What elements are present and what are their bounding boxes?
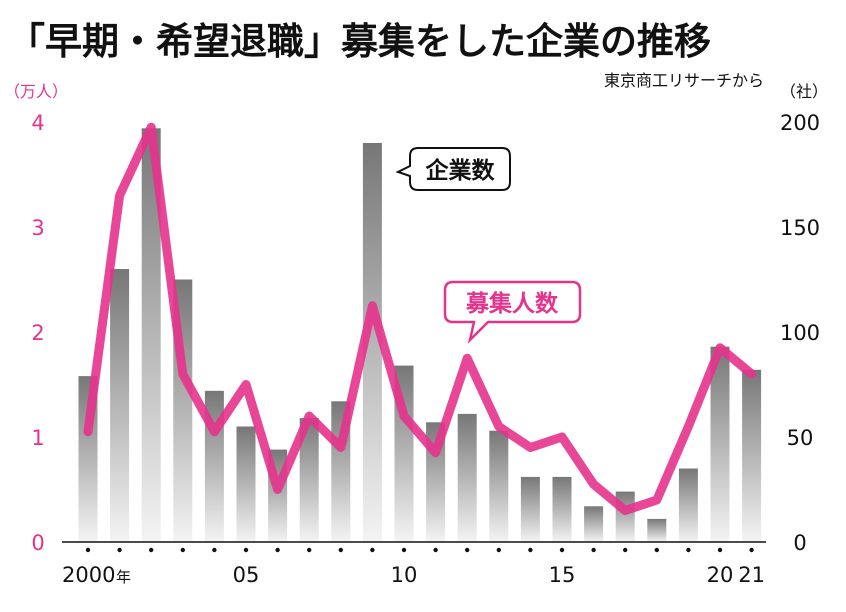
x-tick-dot (749, 547, 754, 553)
x-tick-dot (717, 547, 723, 553)
line-series-callout: 募集人数 (443, 280, 582, 344)
x-tick-dot (307, 547, 312, 553)
bar (742, 369, 762, 542)
left-axis-ticks: 0 1 2 3 4 (31, 111, 44, 555)
x-tick-dot (212, 547, 217, 553)
x-tick-dot (275, 547, 280, 553)
x-tick-dot (465, 547, 470, 553)
x-tick-dot (180, 547, 185, 553)
bar (457, 413, 477, 542)
left-axis-tick-label: 4 (31, 111, 44, 135)
x-tick-dot (338, 547, 343, 553)
left-axis-tick-label: 2 (31, 321, 44, 345)
x-tick-dot (623, 547, 628, 553)
x-tick-dot (559, 547, 565, 553)
bar (584, 506, 604, 542)
source-note: 東京商工リサーチから (604, 71, 764, 90)
x-tick-label: 10 (391, 563, 418, 587)
bar (489, 430, 509, 542)
x-tick-label: 15 (549, 563, 576, 587)
right-axis-tick-label: 50 (787, 426, 814, 450)
bar (141, 128, 161, 543)
bar (552, 476, 572, 542)
left-axis-tick-label: 0 (31, 531, 44, 555)
right-axis-unit: （社） (780, 82, 828, 101)
x-tick-label: 05 (233, 563, 260, 587)
line-callout-box (443, 280, 582, 344)
bar (678, 468, 698, 542)
bar (647, 518, 667, 542)
right-axis-ticks: 0 50 100 150 200 (780, 111, 820, 555)
x-tick-dot (243, 547, 249, 553)
bar (710, 346, 730, 542)
x-tick-dot (117, 547, 122, 553)
right-axis-tick-label: 100 (780, 321, 820, 345)
chart-title: 「早期・希望退職」募集をした企業の推移 (8, 20, 711, 63)
x-tick-dot (591, 547, 596, 553)
x-tick-dot (149, 547, 154, 553)
right-axis-tick-label: 0 (793, 531, 806, 555)
x-tick-dot (401, 547, 407, 553)
x-tick-label: 20 (707, 563, 734, 587)
right-axis-tick-label: 150 (780, 216, 820, 240)
x-tick-dot (496, 547, 501, 553)
x-tick-label: 2000 (62, 563, 115, 587)
x-tick-dot (654, 547, 659, 553)
line-series-label: 募集人数 (465, 290, 559, 317)
bar-series-label: 企業数 (425, 157, 496, 184)
x-tick-dot (528, 547, 533, 553)
x-tick-dot (85, 547, 91, 553)
bar-series-callout: 企業数 (395, 147, 511, 191)
right-axis-tick-label: 200 (780, 111, 820, 135)
bar (362, 143, 382, 542)
left-axis-tick-label: 3 (31, 216, 44, 240)
bar (520, 476, 540, 542)
line-series-path (83, 122, 757, 515)
x-tick-dot (433, 547, 438, 553)
bar (299, 418, 319, 542)
x-axis-tick-dots (85, 547, 754, 553)
bar (110, 269, 130, 542)
bar (236, 426, 256, 542)
x-tick-label: 21 (738, 563, 765, 587)
left-axis-unit: （万人） (4, 82, 68, 101)
x-tick-dot (370, 547, 375, 553)
left-axis-tick-label: 1 (31, 426, 44, 450)
x-axis-unit: 年 (116, 568, 131, 586)
x-axis-tick-labels: 2000 年 05 10 15 20 21 (62, 563, 765, 587)
x-tick-dot (686, 547, 691, 553)
bar-callout-box (395, 147, 511, 191)
